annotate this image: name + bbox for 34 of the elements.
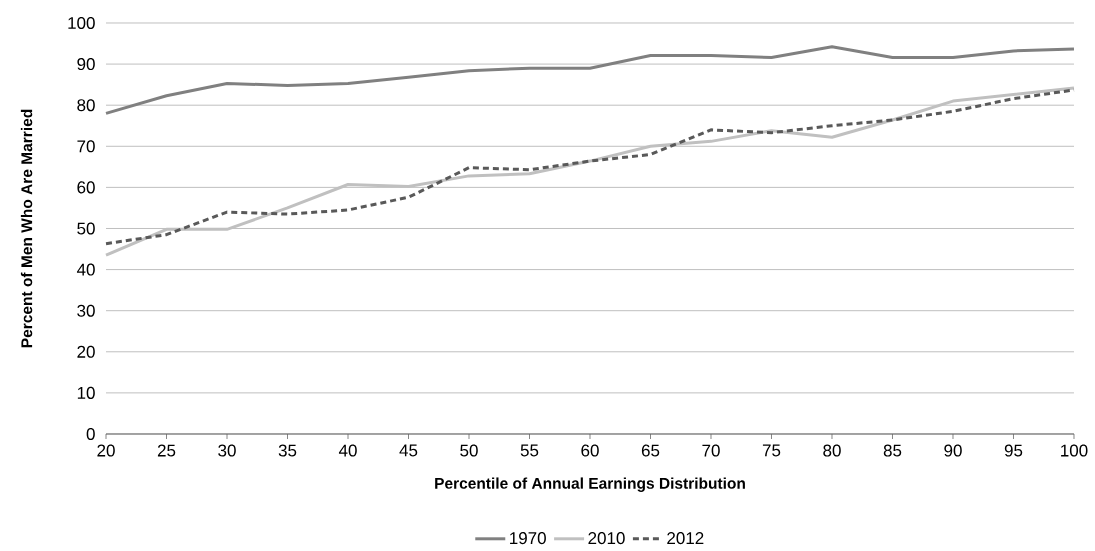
x-tick-label: 65 — [641, 444, 660, 457]
legend-label: 2010 — [588, 532, 625, 545]
y-tick-label: 100 — [68, 16, 95, 30]
x-tick-label: 80 — [823, 444, 841, 457]
x-tick-label: 90 — [944, 444, 962, 457]
line-series — [104, 45, 1076, 115]
y-tick-label: 10 — [77, 386, 95, 399]
x-tick-label: 25 — [157, 444, 176, 457]
y-tick-label: 80 — [77, 99, 95, 112]
x-tick-label: 95 — [1004, 444, 1023, 457]
x-tick-label: 100 — [1061, 444, 1088, 457]
y-tick-label: 50 — [77, 222, 95, 235]
y-tick-label: 60 — [77, 181, 95, 194]
x-tick-label: 45 — [399, 444, 418, 457]
x-tick-label: 75 — [762, 444, 781, 457]
x-tick-label: 35 — [278, 444, 297, 457]
y-tick-label: 0 — [86, 427, 95, 441]
legend-label: 2012 — [667, 532, 704, 545]
x-tick-label: 30 — [218, 444, 236, 457]
x-tick-label: 20 — [97, 444, 115, 457]
y-tick-label: 20 — [77, 345, 95, 358]
y-tick-label: 70 — [77, 140, 95, 153]
y-tick-label: 40 — [76, 263, 95, 276]
x-tick-label: 40 — [338, 444, 357, 457]
x-tick-label: 85 — [883, 444, 902, 457]
x-tick-label: 50 — [460, 444, 478, 457]
x-axis-title: Percentile of Annual Earnings Distribution — [435, 477, 745, 492]
y-tick-label: 90 — [77, 58, 95, 71]
x-tick-label: 70 — [702, 444, 720, 457]
y-tick-label: 30 — [77, 304, 95, 317]
x-tick-label: 60 — [581, 444, 599, 457]
x-tick-label: 55 — [520, 444, 539, 457]
legend-label: 1970 — [510, 532, 546, 545]
y-axis-title: Percent of Men Who Are Married — [20, 109, 33, 348]
